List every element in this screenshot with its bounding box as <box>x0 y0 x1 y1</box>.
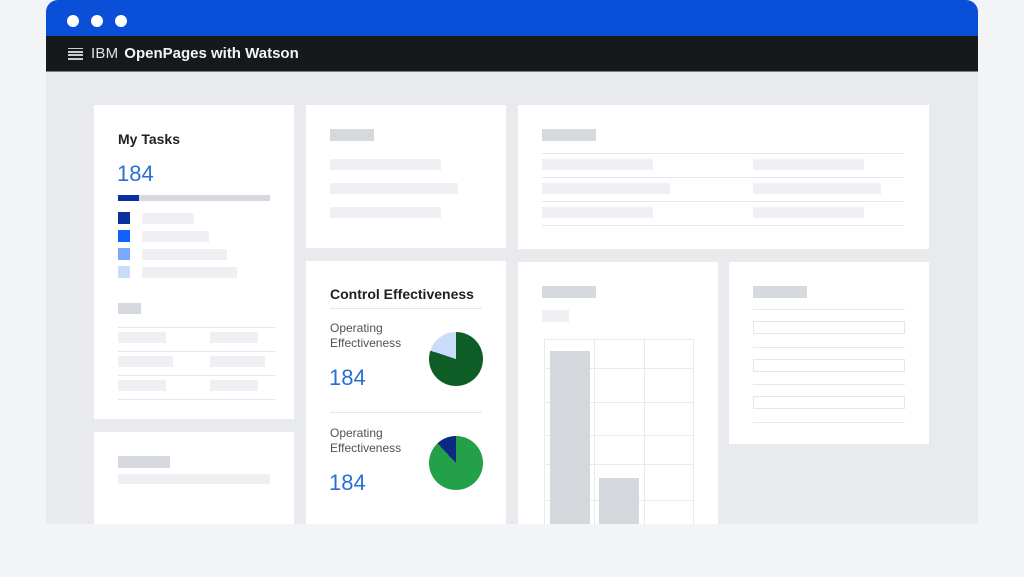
subtitle-placeholder <box>542 310 569 322</box>
placeholder-form-card[interactable] <box>729 262 929 444</box>
my-tasks-count: 184 <box>117 161 154 186</box>
grid-line <box>544 339 694 340</box>
grid-line <box>693 339 694 524</box>
row-placeholder <box>118 380 166 391</box>
divider <box>753 384 905 385</box>
legend-swatch-1 <box>118 212 130 224</box>
legend-label-placeholder <box>142 267 237 278</box>
divider <box>118 375 276 376</box>
placeholder-bar-chart-card[interactable] <box>518 262 718 524</box>
row-placeholder <box>210 356 265 367</box>
legend-label-placeholder <box>142 249 227 260</box>
section-heading-placeholder <box>118 303 141 314</box>
placeholder-card-top-right[interactable] <box>518 105 929 249</box>
grid-line <box>544 435 694 436</box>
control-effectiveness-card[interactable]: Control Effectiveness Operating Effectiv… <box>306 261 506 524</box>
my-tasks-progress-bar <box>118 195 270 201</box>
divider <box>542 177 904 178</box>
input-placeholder[interactable] <box>753 359 905 372</box>
row-placeholder <box>210 332 258 343</box>
pie-chart-operating-2[interactable] <box>429 436 483 490</box>
divider <box>330 412 482 413</box>
card-title-placeholder <box>542 286 596 298</box>
divider <box>753 347 905 348</box>
metric-value: 184 <box>329 470 366 495</box>
metric-label: Operating Effectiveness <box>330 321 402 350</box>
divider <box>330 308 482 309</box>
divider <box>542 225 904 226</box>
row-placeholder <box>753 183 881 194</box>
card-title-placeholder <box>118 456 170 468</box>
window-dot-maximize[interactable] <box>115 15 127 27</box>
control-effectiveness-title: Control Effectiveness <box>330 286 474 302</box>
row-placeholder <box>210 380 258 391</box>
text-placeholder <box>330 207 441 218</box>
legend-swatch-3 <box>118 248 130 260</box>
my-tasks-title: My Tasks <box>118 131 180 147</box>
grid-line <box>544 464 694 465</box>
placeholder-card-top-middle[interactable] <box>306 105 506 248</box>
legend-label-placeholder <box>142 231 209 242</box>
row-placeholder <box>542 207 653 218</box>
legend-label-placeholder <box>142 213 194 224</box>
row-placeholder <box>753 159 864 170</box>
window-dot-close[interactable] <box>67 15 79 27</box>
card-title-placeholder <box>542 129 596 141</box>
my-tasks-progress-fill <box>118 195 139 201</box>
bar-placeholder[interactable] <box>599 478 639 524</box>
pie-chart-operating-1[interactable] <box>429 332 483 386</box>
grid-line <box>544 368 694 369</box>
divider <box>118 351 276 352</box>
text-placeholder <box>330 183 458 194</box>
bar-placeholder[interactable] <box>550 351 590 524</box>
row-placeholder <box>542 183 670 194</box>
window-titlebar <box>46 0 978 36</box>
text-placeholder <box>330 159 441 170</box>
input-placeholder[interactable] <box>753 321 905 334</box>
grid-line <box>544 402 694 403</box>
metric-value: 184 <box>329 365 366 390</box>
grid-line <box>594 339 595 524</box>
row-placeholder <box>542 159 653 170</box>
card-title-placeholder <box>753 286 807 298</box>
row-placeholder <box>118 332 166 343</box>
legend-swatch-4 <box>118 266 130 278</box>
window-dot-minimize[interactable] <box>91 15 103 27</box>
grid-line <box>544 339 545 524</box>
card-title-placeholder <box>330 129 374 141</box>
text-placeholder <box>118 474 270 484</box>
metric-label: Operating Effectiveness <box>330 426 402 455</box>
input-placeholder[interactable] <box>753 396 905 409</box>
top-navbar: IBM OpenPages with Watson <box>46 36 978 72</box>
divider <box>118 399 276 400</box>
my-tasks-card[interactable]: My Tasks 184 <box>94 105 294 419</box>
placeholder-card-bottom-left[interactable] <box>94 432 294 524</box>
row-placeholder <box>118 356 173 367</box>
legend-swatch-2 <box>118 230 130 242</box>
divider <box>542 201 904 202</box>
divider <box>753 309 905 310</box>
grid-line <box>644 339 645 524</box>
hamburger-icon[interactable] <box>68 47 83 60</box>
divider <box>118 327 276 328</box>
brand-prefix: IBM <box>91 45 119 62</box>
divider <box>542 153 904 154</box>
row-placeholder <box>753 207 864 218</box>
brand-name[interactable]: OpenPages with Watson <box>124 45 299 62</box>
divider <box>753 422 905 423</box>
